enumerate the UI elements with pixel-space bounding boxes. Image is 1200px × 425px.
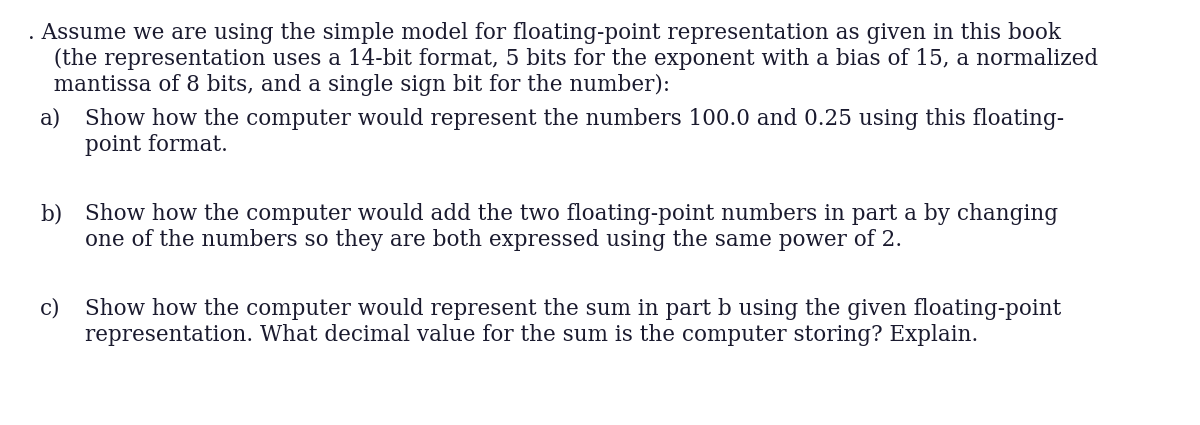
Text: b): b) [40,203,62,225]
Text: point format.: point format. [85,134,228,156]
Text: . Assume we are using the simple model for floating-point representation as give: . Assume we are using the simple model f… [28,22,1061,44]
Text: Show how the computer would add the two floating-point numbers in part a by chan: Show how the computer would add the two … [85,203,1058,225]
Text: a): a) [40,108,61,130]
Text: mantissa of 8 bits, and a single sign bit for the number):: mantissa of 8 bits, and a single sign bi… [40,74,670,96]
Text: Show how the computer would represent the sum in part b using the given floating: Show how the computer would represent th… [85,298,1061,320]
Text: c): c) [40,298,61,320]
Text: (the representation uses a 14-bit format, 5 bits for the exponent with a bias of: (the representation uses a 14-bit format… [40,48,1098,70]
Text: one of the numbers so they are both expressed using the same power of 2.: one of the numbers so they are both expr… [85,229,902,251]
Text: Show how the computer would represent the numbers 100.0 and 0.25 using this floa: Show how the computer would represent th… [85,108,1064,130]
Text: representation. What decimal value for the sum is the computer storing? Explain.: representation. What decimal value for t… [85,324,978,346]
